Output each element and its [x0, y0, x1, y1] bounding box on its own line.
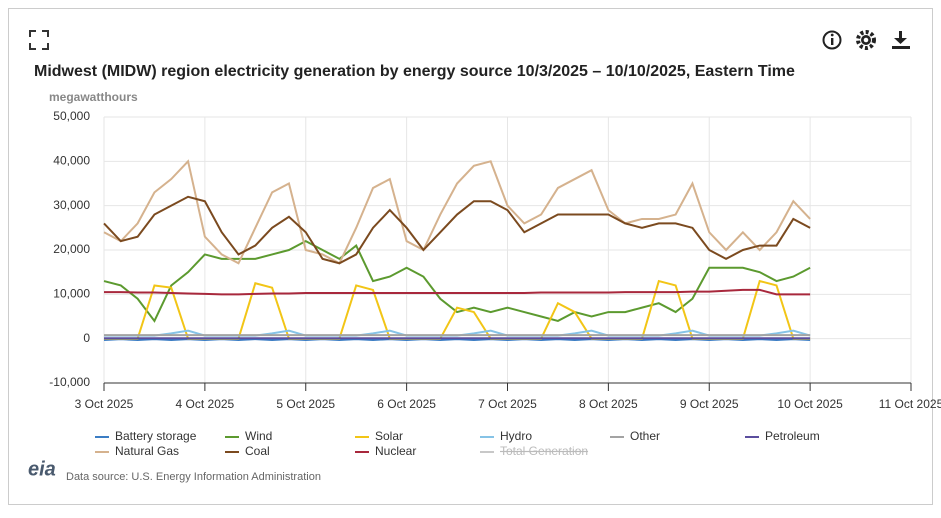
- legend-item[interactable]: Other: [610, 429, 660, 443]
- frame: [8, 8, 933, 505]
- settings-icon[interactable]: [856, 30, 876, 50]
- y-tick-label: 50,000: [53, 109, 90, 123]
- series-line: [103, 159, 811, 265]
- series-line: [103, 195, 811, 265]
- legend-item[interactable]: Nuclear: [355, 444, 416, 458]
- legend-label: Coal: [245, 444, 270, 458]
- legend-label: Total Generation: [500, 444, 588, 458]
- y-tick-label: 20,000: [53, 242, 90, 256]
- legend-label: Nuclear: [375, 444, 416, 458]
- legend-item[interactable]: Coal: [225, 444, 270, 458]
- legend-label: Wind: [245, 429, 272, 443]
- y-tick-label: 30,000: [53, 198, 90, 212]
- x-tick-label: 4 Oct 2025: [176, 397, 235, 411]
- plot-area: -10,000 0 10,000 20,000 30,000 40,000 50,000 3 …: [49, 109, 941, 411]
- x-tick-label: 5 Oct 2025: [276, 397, 335, 411]
- x-tick-label: 8 Oct 2025: [579, 397, 638, 411]
- info-icon[interactable]: [822, 30, 842, 50]
- legend-label: Solar: [375, 429, 403, 443]
- x-tick-label: 7 Oct 2025: [478, 397, 537, 411]
- y-tick-label: 40,000: [53, 154, 90, 168]
- legend: Battery storage Wind Solar Hydro Other Petrol…: [95, 429, 820, 458]
- y-tick-label: -10,000: [49, 375, 90, 389]
- legend-label: Battery storage: [115, 429, 197, 443]
- logo: eia: [28, 458, 56, 480]
- legend-label: Petroleum: [765, 429, 820, 443]
- x-tick-label: 6 Oct 2025: [377, 397, 436, 411]
- x-tick-label: 11 Oct 2025: [879, 397, 941, 411]
- legend-item[interactable]: Wind: [225, 429, 272, 443]
- legend-item[interactable]: Natural Gas: [95, 444, 179, 458]
- x-tick-label: 3 Oct 2025: [75, 397, 134, 411]
- x-tick-label: 9 Oct 2025: [680, 397, 739, 411]
- legend-item[interactable]: Hydro: [480, 429, 532, 443]
- source: Data source: U.S. Energy Information Adm…: [66, 471, 321, 483]
- x-tick-label: 10 Oct 2025: [777, 397, 843, 411]
- legend-item[interactable]: Total Generation: [480, 444, 588, 458]
- download-icon[interactable]: [892, 31, 910, 49]
- series-line: [104, 288, 811, 296]
- y-tick-label: 10,000: [53, 287, 90, 301]
- expand-icon[interactable]: [29, 30, 49, 50]
- legend-label: Natural Gas: [115, 444, 179, 458]
- legend-label: Hydro: [500, 429, 532, 443]
- legend-item[interactable]: Battery storage: [95, 429, 197, 443]
- series-line: [103, 240, 811, 323]
- y-tick-label: 0: [83, 331, 90, 345]
- legend-item[interactable]: Solar: [355, 429, 403, 443]
- legend-item[interactable]: Petroleum: [745, 429, 820, 443]
- y-axis-label: megawatthours: [49, 90, 138, 104]
- legend-label: Other: [630, 429, 660, 443]
- chart-title: Midwest (MIDW) region electricity genera…: [34, 63, 795, 80]
